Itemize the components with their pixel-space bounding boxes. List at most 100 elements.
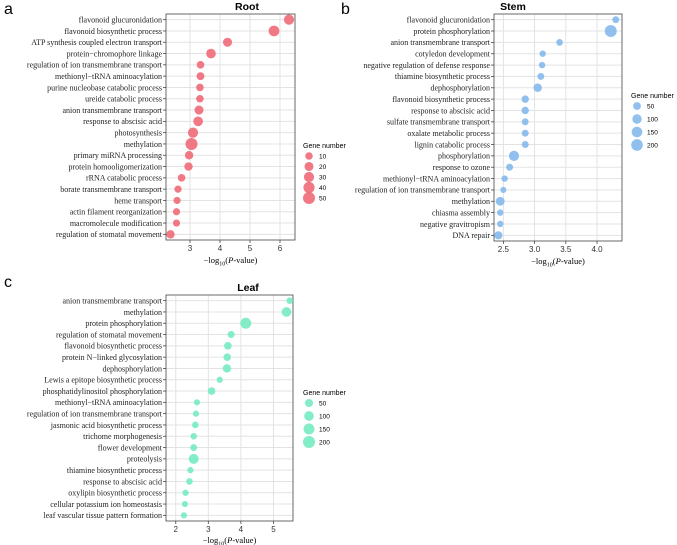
panel-title: Stem [500, 1, 526, 13]
category-label: thiamine biosynthetic process [67, 466, 162, 475]
category-label: lignin catabolic process [414, 140, 490, 149]
data-point [497, 209, 504, 216]
data-point [192, 421, 199, 429]
data-point [521, 106, 529, 115]
category-label: flavonoid biosynthetic process [64, 27, 162, 36]
data-point [286, 297, 294, 304]
legend-key [633, 102, 641, 110]
category-label: leaf vascular tissue pattern formation [43, 511, 162, 520]
category-label: macromolecule modification [70, 219, 162, 228]
legend-key [305, 152, 313, 160]
data-points [180, 297, 294, 519]
category-label: sulfate transmembrane transport [387, 118, 491, 127]
data-points [494, 16, 620, 240]
data-point [177, 174, 186, 182]
plot-area [494, 14, 622, 241]
category-label: protein N−linked glycosylation [62, 353, 162, 362]
data-point [196, 83, 204, 92]
category-label: negative regulation of defense response [363, 61, 490, 70]
data-point [207, 387, 216, 395]
category-label: flavonoid biosynthetic process [392, 95, 490, 104]
data-point [281, 307, 292, 317]
category-label: phosphorylation [438, 152, 490, 161]
category-label: chiasma assembly [432, 208, 490, 217]
data-point [172, 208, 181, 216]
legend-key [304, 161, 314, 172]
category-label: methylation [124, 140, 162, 149]
data-point [497, 220, 504, 228]
category-label: oxalate metabolic process [407, 129, 490, 138]
data-point [506, 163, 514, 171]
data-point [283, 14, 295, 25]
category-label: Lewis a epitope biosynthetic process [44, 376, 162, 385]
plot-frame [493, 13, 623, 242]
category-label: methylation [452, 197, 490, 206]
category-label: methionyl−tRNA aminoacylation [55, 398, 162, 407]
data-point [556, 39, 563, 46]
legend-title: Gene number [631, 93, 674, 100]
legend-label: 50 [319, 401, 327, 408]
size-legend: Gene number 50 100 150 200 [631, 93, 674, 151]
panel-leaf: Leaf anion transmembrane transport methyl… [27, 282, 347, 545]
data-point [184, 151, 194, 160]
data-point [604, 25, 617, 38]
category-label: methionyl−tRNA aminoacylation [383, 174, 490, 183]
data-point [222, 37, 233, 47]
data-point [185, 137, 198, 150]
x-tick-label: 2 [174, 525, 179, 534]
data-point [173, 196, 181, 205]
legend-key [303, 181, 315, 194]
data-point [501, 175, 508, 182]
data-point [182, 489, 189, 496]
data-point [174, 185, 182, 193]
x-tick-label: 3.0 [529, 245, 541, 254]
data-point [538, 61, 546, 69]
category-label: primary miRNA processing [74, 151, 162, 160]
legend-label: 10 [319, 154, 327, 161]
grid [166, 14, 295, 240]
x-tick-label: 3 [188, 244, 193, 253]
category-label: response to ozone [433, 163, 491, 172]
data-point [192, 410, 200, 417]
category-label: protein−chromophore linkage [67, 49, 163, 58]
data-point [521, 118, 529, 126]
x-tick-label: 5 [271, 525, 276, 534]
legend-key [631, 139, 643, 151]
data-point [240, 317, 252, 329]
data-point [521, 129, 529, 137]
category-label: heme transport [114, 196, 163, 205]
category-label: anion transmembrane transport [62, 106, 162, 115]
data-point [190, 444, 198, 451]
legend-label: 30 [319, 175, 327, 182]
category-label: flavonoid glucuronidation [79, 15, 162, 24]
legend-label: 50 [319, 196, 327, 203]
data-point [223, 353, 232, 361]
x-tick-label: 4.0 [591, 245, 603, 254]
legend-title: Gene number [303, 390, 346, 397]
legend-label: 150 [647, 130, 658, 137]
data-point [181, 500, 188, 508]
data-point [222, 364, 232, 373]
data-point [227, 331, 235, 339]
category-label: protein phosphorylation [413, 27, 490, 36]
category-label: protein phosphorylation [85, 319, 162, 328]
legend-key [632, 114, 642, 124]
category-label: regulation of ion transmembrane transpor… [27, 61, 163, 70]
x-tick-label: 5 [248, 244, 253, 253]
data-point [187, 467, 194, 474]
x-axis-label: −log10(P-value) [531, 256, 585, 269]
panel-title: Leaf [237, 282, 259, 294]
data-point [186, 478, 193, 485]
category-label: proteolysis [127, 455, 162, 464]
legend-label: 50 [647, 104, 655, 111]
category-label: regulation of stomatal movement [56, 230, 163, 239]
data-point [188, 453, 199, 464]
legend-key [303, 423, 315, 435]
category-label: cotyledon development [415, 50, 491, 59]
data-point [172, 219, 181, 227]
x-tick-label: 4 [239, 525, 244, 534]
category-label: ureide catabolic process [85, 95, 162, 104]
x-axis-label: −log10(P-value) [203, 535, 257, 545]
category-label: rRNA catabolic process [86, 174, 162, 183]
legend-key [631, 126, 643, 138]
